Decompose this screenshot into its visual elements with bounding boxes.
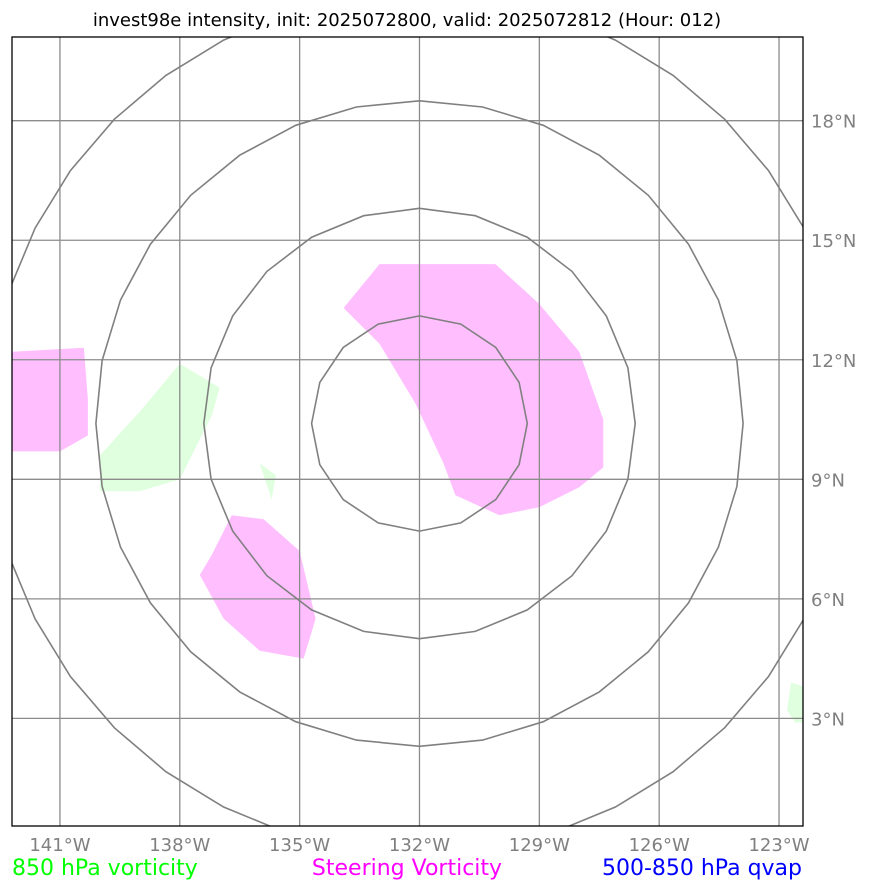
x-tick-label: 141°W [29, 835, 90, 856]
chart-title: invest98e intensity, init: 2025072800, v… [93, 10, 721, 31]
850-hpa-vorticity-region-1 [99, 363, 220, 492]
range-ring-1 [310, 315, 529, 532]
x-tick-label: 123°W [748, 835, 809, 856]
steering-vorticity-region-3 [199, 515, 316, 659]
x-tick-label: 129°W [509, 835, 570, 856]
range-ring-4 [12, 37, 803, 826]
x-tick-label: 132°W [389, 835, 450, 856]
shaded-fields [12, 264, 803, 723]
range-rings [12, 37, 803, 826]
gridlines [12, 37, 803, 826]
steering-vorticity-region-2 [12, 347, 88, 452]
x-tick-label: 135°W [269, 835, 330, 856]
legend-850-vorticity: 850 hPa vorticity [12, 856, 198, 881]
legend-steering-vorticity: Steering Vorticity [312, 856, 502, 881]
850-hpa-vorticity-region-2 [259, 463, 276, 500]
y-tick-label: 15°N [811, 231, 856, 252]
legend-qvap: 500-850 hPa qvap [602, 856, 802, 881]
range-ring-2 [202, 207, 637, 640]
range-ring-3 [95, 99, 744, 748]
plot-frame [11, 36, 804, 827]
y-tick-label: 6°N [811, 590, 845, 611]
steering-vorticity-region-1 [343, 264, 604, 516]
x-tick-label: 138°W [149, 835, 210, 856]
850-hpa-vorticity-region-3 [787, 682, 803, 723]
x-tick-labels: 141°W 138°W 135°W 132°W 129°W 126°W 123°W [29, 835, 809, 856]
y-tick-label: 12°N [811, 351, 856, 372]
y-tick-label: 9°N [811, 470, 845, 491]
y-tick-label: 3°N [811, 709, 845, 730]
y-tick-labels: 3°N 6°N 9°N 12°N 15°N 18°N [811, 112, 856, 731]
legend: 850 hPa vorticity Steering Vorticity 500… [12, 856, 802, 881]
y-tick-label: 18°N [811, 112, 856, 133]
x-tick-label: 126°W [629, 835, 690, 856]
